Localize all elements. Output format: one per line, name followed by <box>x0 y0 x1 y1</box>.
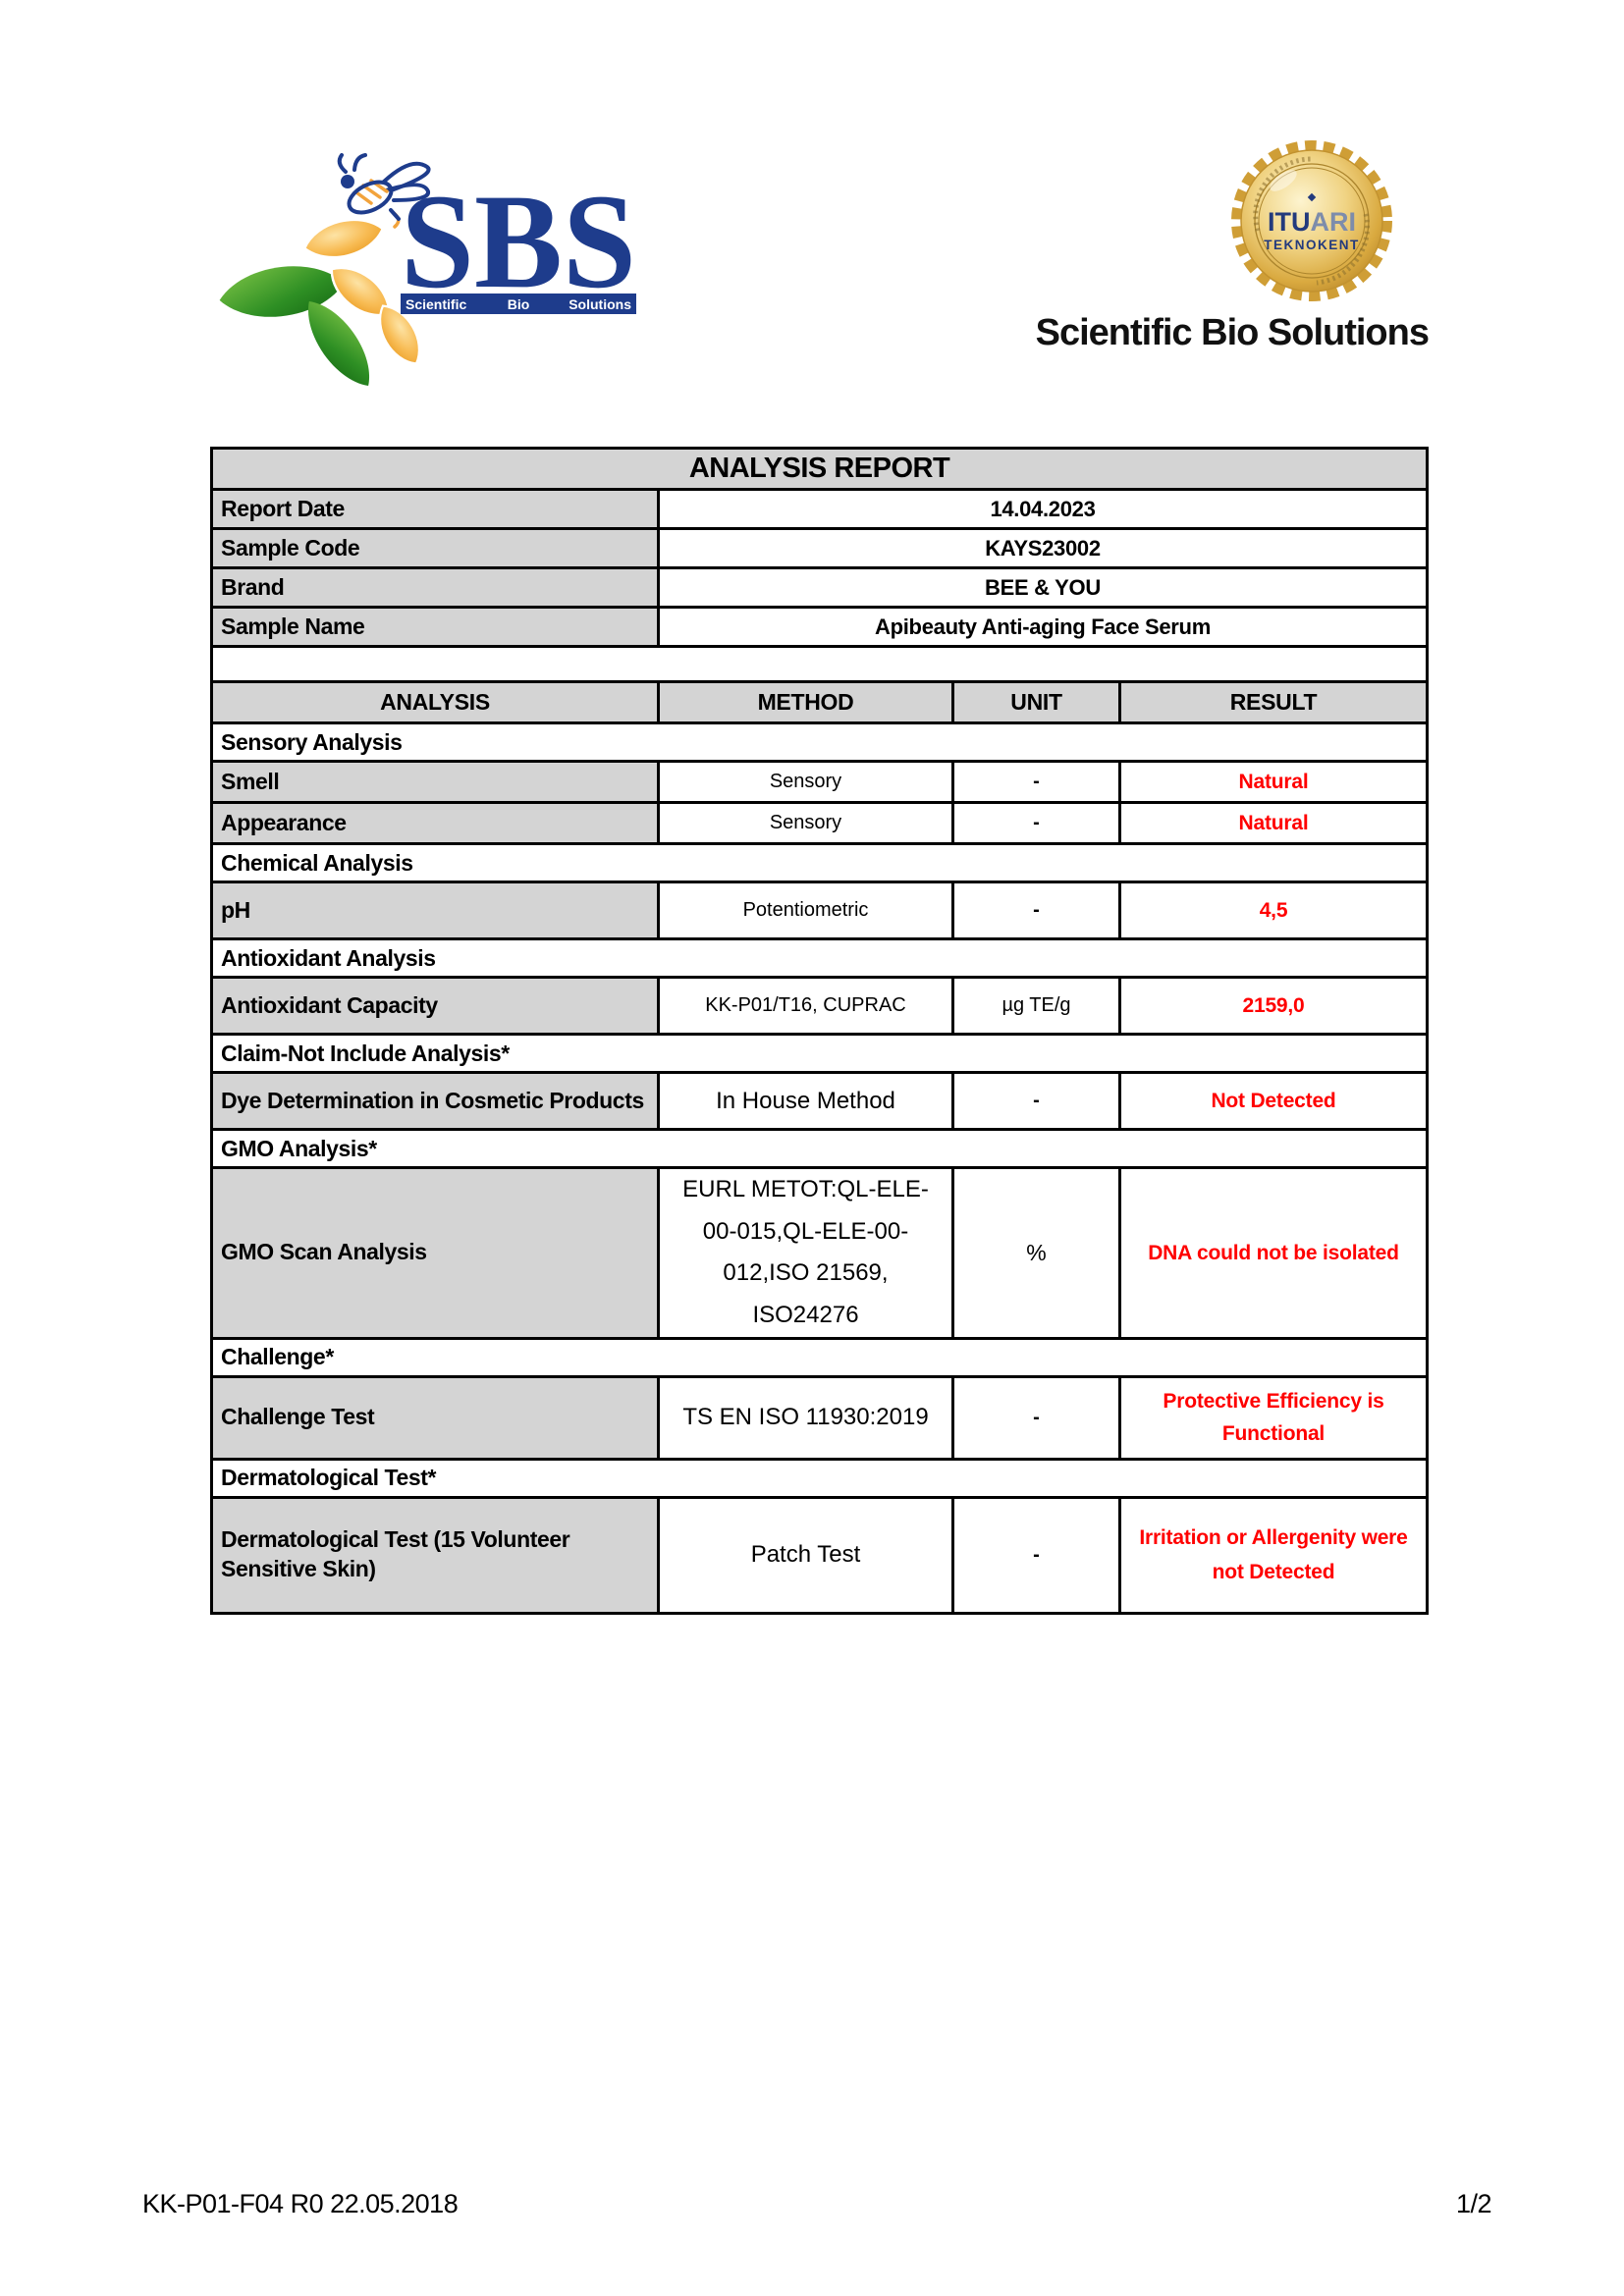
analysis-label-cell: pH <box>210 881 660 940</box>
footer-document-code: KK-P01-F04 R0 22.05.2018 <box>142 2189 459 2218</box>
section-label: Antioxidant Analysis <box>210 937 1429 979</box>
result-cell: Not Detected <box>1118 1071 1429 1131</box>
report-title: ANALYSIS REPORT <box>210 447 1429 491</box>
table-row: Dye Determination in Cosmetic Products I… <box>210 1071 1429 1131</box>
method-cell: EURL METOT:QL-ELE-00-015,QL-ELE-00-012,I… <box>657 1166 954 1340</box>
table-row: Dermatological Test (15 Volunteer Sensit… <box>210 1495 1429 1615</box>
logo-tagline-word-solutions: Solutions <box>568 296 631 312</box>
method-cell: Sensory <box>657 801 954 845</box>
info-row-report-date: Report Date 14.04.2023 <box>210 488 1429 530</box>
seal-curved-text-top <box>1253 156 1313 232</box>
analysis-label-cell: Appearance <box>210 801 660 845</box>
method-cell: TS EN ISO 11930:2019 <box>657 1374 954 1461</box>
unit-cell: - <box>951 881 1121 940</box>
unit-cell: - <box>951 760 1121 804</box>
footer-page-number: 1/2 <box>1455 2189 1492 2218</box>
method-cell: In House Method <box>657 1071 954 1131</box>
unit-cell: - <box>951 1374 1121 1461</box>
logo-wordmark: SBS <box>401 166 636 316</box>
logo-tagline-word-scientific: Scientific <box>406 296 466 312</box>
result-cell: Irritation or Allergenity were not Detec… <box>1118 1495 1429 1615</box>
result-cell: 4,5 <box>1118 881 1429 940</box>
section-row: Challenge* <box>210 1336 1429 1378</box>
section-row: Sensory Analysis <box>210 721 1429 763</box>
section-label: Claim-Not Include Analysis* <box>210 1033 1429 1074</box>
info-label: Sample Code <box>210 527 660 569</box>
section-row: Antioxidant Analysis <box>210 937 1429 979</box>
info-value: 14.04.2023 <box>657 488 1429 530</box>
section-row: Claim-Not Include Analysis* <box>210 1033 1429 1074</box>
ituari-teknokent-seal: ITUARI TEKNOKENT <box>1231 140 1392 301</box>
logo-seed-top <box>298 210 389 267</box>
section-label: Chemical Analysis <box>210 842 1429 883</box>
section-label: GMO Analysis* <box>210 1128 1429 1169</box>
spacer-row <box>210 645 1429 683</box>
column-header-row: ANALYSIS METHOD UNIT RESULT <box>210 680 1429 724</box>
analysis-label-cell: Dermatological Test (15 Volunteer Sensit… <box>210 1495 660 1615</box>
info-label: Sample Name <box>210 606 660 648</box>
method-cell: KK-P01/T16, CUPRAC <box>657 976 954 1036</box>
page-footer: KK-P01-F04 R0 22.05.2018 1/2 <box>142 2189 1492 2219</box>
logo-tagline-word-bio: Bio <box>508 296 530 312</box>
method-cell: Potentiometric <box>657 881 954 940</box>
spacer-cell <box>210 645 1429 683</box>
info-value: KAYS23002 <box>657 527 1429 569</box>
column-header-unit: UNIT <box>951 680 1121 724</box>
info-label: Report Date <box>210 488 660 530</box>
analysis-label-cell: Challenge Test <box>210 1374 660 1461</box>
seal-subtitle: TEKNOKENT <box>1264 238 1360 252</box>
seal-disc <box>1240 149 1383 293</box>
info-value: Apibeauty Anti-aging Face Serum <box>657 606 1429 648</box>
table-row: Smell Sensory - Natural <box>210 760 1429 804</box>
logo-tagline-bar <box>401 294 636 314</box>
result-cell: Natural <box>1118 801 1429 845</box>
analysis-report-table: ANALYSIS REPORT Report Date 14.04.2023 S… <box>210 447 1429 1615</box>
analysis-label-cell: GMO Scan Analysis <box>210 1166 660 1340</box>
seal-title: ITUARI <box>1268 207 1356 237</box>
analysis-label-cell: Antioxidant Capacity <box>210 976 660 1036</box>
section-row: GMO Analysis* <box>210 1128 1429 1169</box>
column-header-analysis: ANALYSIS <box>210 680 660 724</box>
section-row: Chemical Analysis <box>210 842 1429 883</box>
info-row-sample-name: Sample Name Apibeauty Anti-aging Face Se… <box>210 606 1429 648</box>
table-row: Antioxidant Capacity KK-P01/T16, CUPRAC … <box>210 976 1429 1036</box>
result-cell: DNA could not be isolated <box>1118 1166 1429 1340</box>
table-row: Challenge Test TS EN ISO 11930:2019 - Pr… <box>210 1374 1429 1461</box>
table-row: GMO Scan Analysis EURL METOT:QL-ELE-00-0… <box>210 1166 1429 1340</box>
table-row: Appearance Sensory - Natural <box>210 801 1429 845</box>
report-title-row: ANALYSIS REPORT <box>210 447 1429 491</box>
analysis-label-cell: Smell <box>210 760 660 804</box>
unit-cell: - <box>951 801 1121 845</box>
unit-cell: % <box>951 1166 1121 1340</box>
result-cell: 2159,0 <box>1118 976 1429 1036</box>
unit-cell: µg TE/g <box>951 976 1121 1036</box>
bee-icon <box>337 153 431 229</box>
column-header-result: RESULT <box>1118 680 1429 724</box>
section-label: Dermatological Test* <box>210 1457 1429 1499</box>
company-title: Scientific Bio Solutions <box>1035 312 1430 353</box>
analysis-label-cell: Dye Determination in Cosmetic Products <box>210 1071 660 1131</box>
section-label: Challenge* <box>210 1336 1429 1378</box>
section-label: Sensory Analysis <box>210 721 1429 763</box>
unit-cell: - <box>951 1071 1121 1131</box>
table-row: pH Potentiometric - 4,5 <box>210 881 1429 940</box>
seal-glint <box>1270 170 1297 191</box>
section-row: Dermatological Test* <box>210 1457 1429 1499</box>
seal-curved-text-bottom <box>1316 213 1371 286</box>
result-cell: Protective Efficiency is Functional <box>1118 1374 1429 1461</box>
method-cell: Patch Test <box>657 1495 954 1615</box>
unit-cell: - <box>951 1495 1121 1615</box>
result-cell: Natural <box>1118 760 1429 804</box>
column-header-method: METHOD <box>657 680 954 724</box>
seal-scalloped-edge <box>1231 140 1392 301</box>
info-row-brand: Brand BEE & YOU <box>210 566 1429 609</box>
info-row-sample-code: Sample Code KAYS23002 <box>210 527 1429 569</box>
info-value: BEE & YOU <box>657 566 1429 609</box>
method-cell: Sensory <box>657 760 954 804</box>
sbs-logo: SBS Scientific Bio Solutions <box>216 153 636 393</box>
info-label: Brand <box>210 566 660 609</box>
